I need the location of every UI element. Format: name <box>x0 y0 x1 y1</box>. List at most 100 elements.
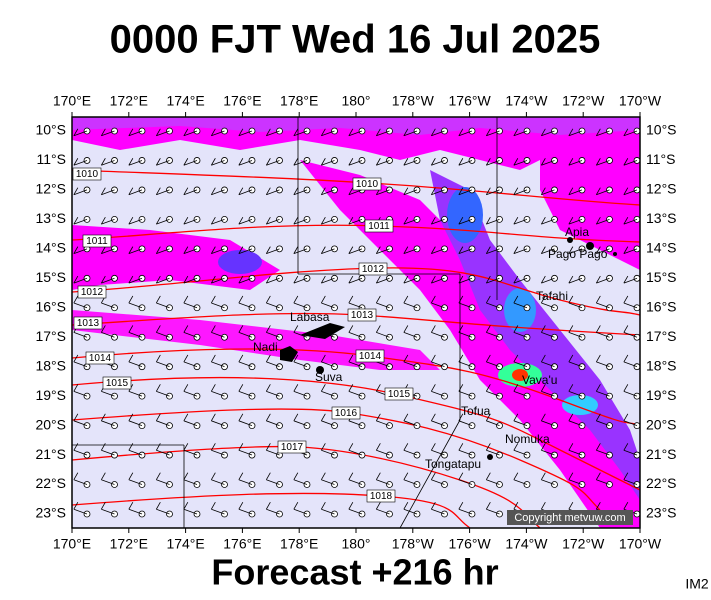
barb-shaft <box>403 160 418 166</box>
barb-shaft <box>156 449 170 456</box>
barb-shaft <box>211 277 225 284</box>
barb-shaft <box>623 449 638 456</box>
barb-flag <box>458 187 464 195</box>
barb-shaft <box>458 277 473 284</box>
barb-flag <box>238 354 244 363</box>
barb-flag <box>375 501 381 510</box>
barb-shaft <box>293 219 308 225</box>
barb-shaft <box>348 189 363 196</box>
barb-shaft <box>293 508 308 515</box>
isobar-label-box <box>85 351 115 365</box>
barb-flag <box>403 443 409 451</box>
lat-label: 22°S <box>646 475 677 491</box>
barb-shaft <box>486 390 500 397</box>
barb-flag <box>73 443 79 451</box>
barb-shaft <box>541 219 555 225</box>
barb-shaft <box>128 420 143 426</box>
barb-shaft <box>238 508 253 515</box>
lat-label: 15°S <box>646 269 677 285</box>
lon-label: 170°E <box>53 536 91 552</box>
barb-shaft <box>293 302 308 309</box>
barb-flag <box>128 187 134 195</box>
isobar-label: 1013 <box>351 310 374 321</box>
lat-label: 19°S <box>35 387 66 403</box>
barb-shaft <box>431 420 445 426</box>
barb-shaft <box>128 189 143 196</box>
barb-flag <box>403 275 409 284</box>
barb-flag <box>320 158 326 166</box>
barb-shaft <box>623 420 638 426</box>
barb-flag <box>128 128 134 136</box>
barb-flag <box>623 128 629 136</box>
barb-flag <box>210 128 216 136</box>
barb-shaft <box>321 219 335 225</box>
lat-label: 12°S <box>646 181 677 197</box>
barb-flag <box>485 128 491 136</box>
barb-flag <box>458 295 464 304</box>
barb-shaft <box>266 332 280 338</box>
barb-flag <box>513 325 519 333</box>
barb-shaft <box>513 479 528 485</box>
barb-flag <box>210 472 216 480</box>
barb-flag <box>595 501 601 510</box>
barb-flag <box>403 325 409 333</box>
isobar-label: 1018 <box>370 491 393 502</box>
barb-shaft <box>128 390 143 397</box>
barb-flag <box>128 501 134 510</box>
barb-flag <box>238 501 244 510</box>
lat-label: 17°S <box>646 328 677 344</box>
barb-flag <box>540 187 546 195</box>
barb-flag <box>73 384 79 392</box>
barb-flag <box>320 472 326 480</box>
barb-shaft <box>541 361 555 368</box>
barb-flag <box>375 443 381 451</box>
barb-shaft <box>238 420 253 426</box>
barb-shaft <box>211 390 225 397</box>
barb-shaft <box>128 219 143 225</box>
barb-flag <box>73 501 79 510</box>
barb-flag <box>155 216 161 225</box>
barb-shaft <box>266 508 280 515</box>
barb-flag <box>595 275 601 284</box>
barb-flag <box>485 187 491 195</box>
barb-shaft <box>183 420 198 426</box>
barb-flag <box>348 246 354 254</box>
barb-flag <box>485 384 491 392</box>
barb-flag <box>540 128 546 136</box>
barb-flag <box>623 354 629 363</box>
barb-flag <box>513 216 519 225</box>
lat-label: 16°S <box>35 298 66 314</box>
lon-label: 176°W <box>449 536 492 552</box>
barb-flag <box>348 501 354 510</box>
barb-shaft <box>73 130 88 137</box>
barb-shaft <box>156 219 170 225</box>
barb-shaft <box>623 361 638 368</box>
barb-flag <box>183 128 189 136</box>
barb-shaft <box>486 332 500 338</box>
barb-flag <box>155 472 161 480</box>
barb-flag <box>238 295 244 304</box>
barb-shaft <box>403 277 418 284</box>
forecast-label: Forecast +216 hr <box>211 552 498 593</box>
barb-flag <box>73 246 79 254</box>
isobar-label-box <box>364 219 394 233</box>
barb-flag <box>238 443 244 451</box>
barb-shaft <box>568 277 583 284</box>
copyright: Copyright metvuw.com <box>514 512 625 524</box>
barb-shaft <box>431 449 445 456</box>
isobar-label-box <box>355 349 385 363</box>
wind-barbs <box>73 127 640 518</box>
place-name: Tafahi <box>536 289 568 303</box>
barb-flag <box>128 158 134 166</box>
barb-shaft <box>183 277 198 284</box>
barb-flag <box>238 472 244 480</box>
barb-shaft <box>293 420 308 426</box>
barb-shaft <box>596 277 610 284</box>
barb-shaft <box>321 420 335 426</box>
barb-shaft <box>293 332 308 338</box>
barb-shaft <box>458 160 473 166</box>
barb-shaft <box>376 420 390 426</box>
barb-flag <box>540 275 546 284</box>
barb-shaft <box>513 302 528 309</box>
barb-flag <box>595 413 601 422</box>
